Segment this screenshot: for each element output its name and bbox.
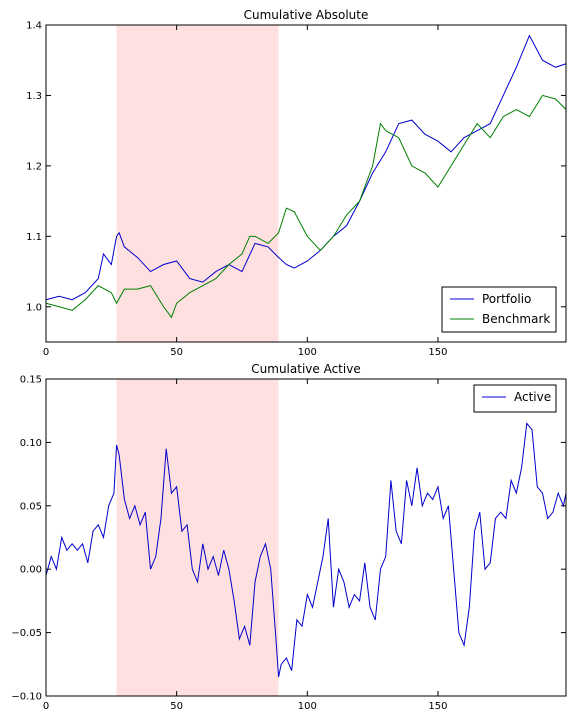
x-tick-label: 0: [43, 701, 49, 712]
x-tick-label: 50: [170, 347, 183, 358]
x-tick-label: 0: [43, 347, 49, 358]
series-lines-bottom: [45, 422, 567, 678]
y-tick-label: 1.2: [26, 161, 42, 172]
y-tick-label: 1.3: [26, 91, 42, 102]
x-tick-label: 150: [428, 347, 447, 358]
legend-label-active: Active: [514, 390, 551, 404]
cumulative-active-chart: 0 50 100 150 −0.10 −0.05 0.00 0.05 0.10 0.15 Cumu…: [11, 362, 567, 712]
shaded-period-top: [116, 25, 279, 342]
axis-ticks-top: 0 50 100 150 1.0 1.1 1.2 1.3 1.4: [26, 21, 566, 358]
cumulative-absolute-chart: 0 50 100 150 1.0 1.1 1.2 1.3 1.4 Cumulative Abso…: [26, 8, 567, 358]
series-line-benchmark: [45, 94, 567, 319]
y-tick-label: 0.10: [20, 438, 42, 449]
y-tick-label: 1.4: [26, 21, 42, 32]
series-lines-top: [45, 34, 567, 319]
y-tick-label: 0.15: [20, 375, 42, 386]
y-tick-label: −0.10: [11, 692, 42, 703]
legend-label-portfolio: Portfolio: [482, 292, 531, 306]
plot-frame-bottom: [45, 378, 567, 697]
series-line-portfolio: [45, 34, 567, 301]
shaded-period-bottom: [116, 379, 279, 696]
y-tick-label: −0.05: [11, 628, 42, 639]
plot-frame-top: [45, 24, 567, 343]
chart-title: Cumulative Absolute: [244, 8, 369, 22]
y-tick-label: 1.1: [26, 232, 42, 243]
y-tick-label: 0.00: [20, 565, 42, 576]
x-tick-label: 50: [170, 701, 183, 712]
legend-top: Portfolio Benchmark: [441, 286, 557, 333]
x-tick-label: 100: [298, 347, 317, 358]
legend-box: [441, 286, 557, 333]
x-tick-label: 100: [298, 701, 317, 712]
y-tick-label: 1.0: [26, 302, 42, 313]
axis-ticks-bottom: 0 50 100 150 −0.10 −0.05 0.00 0.05 0.10 0.15: [11, 375, 566, 712]
legend-bottom: Active: [473, 384, 557, 413]
series-line-active: [45, 422, 567, 678]
y-tick-label: 0.05: [20, 501, 42, 512]
legend-label-benchmark: Benchmark: [482, 312, 550, 326]
x-tick-label: 150: [428, 701, 447, 712]
chart-title: Cumulative Active: [251, 362, 360, 376]
legend-box: [473, 384, 557, 413]
